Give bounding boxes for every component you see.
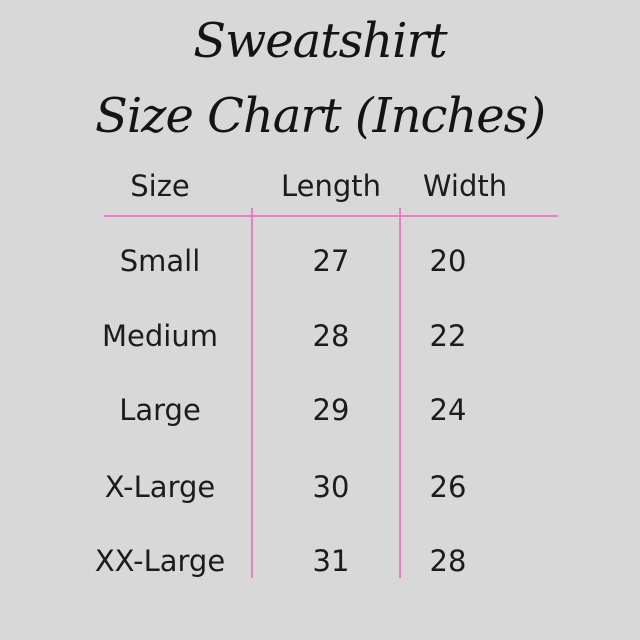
column-header-size: Size xyxy=(130,169,190,203)
length-cell: 30 xyxy=(312,470,350,504)
table-row: X-Large 30 26 xyxy=(0,471,640,503)
width-cell: 26 xyxy=(429,470,467,504)
width-cell: 28 xyxy=(429,544,467,578)
chart-title-line-2: Size Chart (Inches) xyxy=(94,88,546,144)
table-header-row: Size Length Width xyxy=(0,170,640,202)
size-cell: Large xyxy=(119,393,201,427)
table-row: Small 27 20 xyxy=(0,245,640,277)
table-row: XX-Large 31 28 xyxy=(0,545,640,577)
table-row: Large 29 24 xyxy=(0,394,640,426)
width-cell: 20 xyxy=(429,244,467,278)
length-cell: 29 xyxy=(312,393,350,427)
size-cell: Small xyxy=(119,244,201,278)
size-cell: X-Large xyxy=(104,470,216,504)
length-cell: 28 xyxy=(312,319,350,353)
length-cell: 27 xyxy=(312,244,350,278)
size-cell: XX-Large xyxy=(94,544,226,578)
chart-title-line-1: Sweatshirt xyxy=(193,13,447,69)
table-row: Medium 28 22 xyxy=(0,320,640,352)
column-header-length: Length xyxy=(280,169,382,203)
size-cell: Medium xyxy=(102,319,218,353)
width-cell: 22 xyxy=(429,319,467,353)
column-divider-line-1 xyxy=(251,208,253,578)
column-divider-line-2 xyxy=(399,208,401,578)
width-cell: 24 xyxy=(429,393,467,427)
length-cell: 31 xyxy=(312,544,350,578)
column-header-width: Width xyxy=(422,169,508,203)
header-divider-line xyxy=(104,215,558,217)
